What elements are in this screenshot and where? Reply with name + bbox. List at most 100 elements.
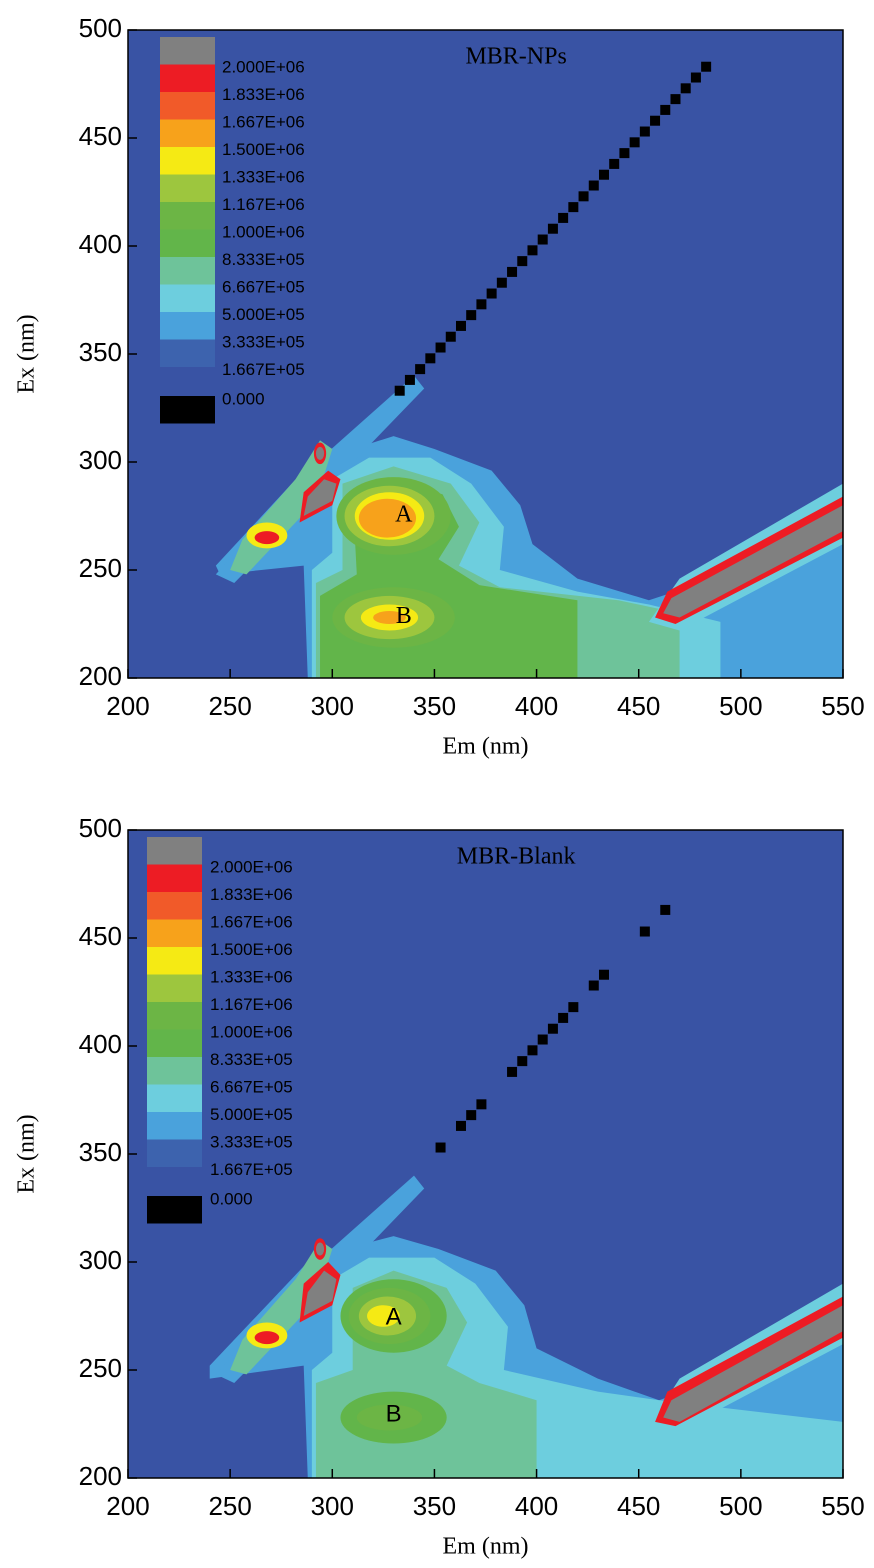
x-tick-label: 250 <box>208 1491 251 1521</box>
legend-swatch <box>160 284 215 312</box>
legend-swatch <box>160 92 215 120</box>
scatter-point <box>547 223 558 234</box>
panel-title: MBR-Blank <box>457 844 576 870</box>
legend-label: 1.000E+06 <box>222 222 305 241</box>
scatter-point <box>558 212 569 223</box>
legend-swatch <box>147 1112 202 1140</box>
scatter-point <box>517 1056 528 1067</box>
scatter-point <box>650 115 661 126</box>
scatter-point <box>680 83 691 94</box>
legend-label: 0.000 <box>210 1189 253 1208</box>
contour-region <box>254 1331 280 1345</box>
scatter-point <box>568 202 579 213</box>
x-tick-label: 500 <box>719 1491 762 1521</box>
legend-swatch <box>147 947 202 975</box>
legend-swatch <box>147 1002 202 1030</box>
scatter-point <box>455 1120 466 1131</box>
contour-region <box>315 1242 325 1256</box>
legend-label: 1.333E+06 <box>222 167 305 186</box>
legend-label: 8.333E+05 <box>222 250 305 269</box>
y-tick-label: 300 <box>79 445 122 475</box>
scatter-point <box>445 331 456 342</box>
peak-label: A <box>395 502 413 528</box>
legend-label: 2.000E+06 <box>222 57 305 76</box>
y-tick-label: 250 <box>79 1353 122 1383</box>
scatter-point <box>598 169 609 180</box>
legend-label: 1.500E+06 <box>210 940 293 959</box>
legend-label: 2.000E+06 <box>210 857 293 876</box>
x-tick-label: 450 <box>617 1491 660 1521</box>
legend-label: 5.000E+05 <box>210 1105 293 1124</box>
peak-label: A <box>386 1304 402 1331</box>
x-tick-label: 550 <box>821 1491 864 1521</box>
contour-region <box>663 505 843 618</box>
x-axis-label: Em (nm) <box>443 1534 529 1560</box>
scatter-point <box>415 364 426 375</box>
scatter-point <box>660 104 671 115</box>
scatter-point <box>435 1142 446 1153</box>
y-tick-label: 400 <box>79 229 122 259</box>
legend-label: 1.333E+06 <box>210 967 293 986</box>
contour-region <box>254 531 280 545</box>
scatter-point <box>517 256 528 267</box>
scatter-point <box>568 1002 579 1013</box>
legend-label: 1.833E+06 <box>222 85 305 104</box>
legend-swatch <box>147 919 202 947</box>
scatter-point <box>670 94 681 105</box>
scatter-point <box>507 1066 518 1077</box>
scatter-point <box>496 277 507 288</box>
y-tick-label: 250 <box>79 553 122 583</box>
scatter-point <box>466 310 477 321</box>
legend-swatch <box>160 147 215 175</box>
contour-region <box>303 1270 337 1316</box>
x-tick-label: 550 <box>821 691 864 721</box>
scatter-point <box>639 126 650 137</box>
y-tick-label: 400 <box>79 1029 122 1059</box>
contour-region <box>367 1305 400 1327</box>
scatter-point <box>476 299 487 310</box>
legend-swatch <box>160 37 215 65</box>
legend-swatch <box>160 64 215 92</box>
scatter-point <box>609 158 620 169</box>
legend-swatch <box>147 864 202 892</box>
legend-swatch <box>147 837 202 865</box>
scatter-point <box>619 148 630 159</box>
scatter-point <box>455 320 466 331</box>
x-tick-label: 200 <box>106 691 149 721</box>
scatter-point <box>690 72 701 83</box>
scatter-point <box>527 1045 538 1056</box>
legend-swatch <box>160 396 215 424</box>
legend-swatch <box>160 257 215 285</box>
scatter-point <box>466 1110 477 1121</box>
legend-swatch <box>160 339 215 367</box>
scatter-point <box>404 374 415 385</box>
legend-swatch <box>147 1057 202 1085</box>
scatter-point <box>701 61 712 72</box>
legend-label: 0.000 <box>222 389 265 408</box>
scatter-point <box>527 245 538 256</box>
x-tick-label: 400 <box>515 691 558 721</box>
legend-label: 1.167E+06 <box>222 195 305 214</box>
contour-region <box>358 498 417 538</box>
plot-area <box>128 30 843 678</box>
legend-swatch <box>147 1139 202 1167</box>
x-tick-label: 300 <box>311 691 354 721</box>
legend-label: 6.667E+05 <box>222 277 305 296</box>
x-tick-label: 400 <box>515 1491 558 1521</box>
legend-label: 1.500E+06 <box>222 140 305 159</box>
x-tick-label: 500 <box>719 691 762 721</box>
scatter-point <box>660 904 671 915</box>
scatter-point <box>558 1012 569 1023</box>
y-tick-label: 300 <box>79 1245 122 1275</box>
panel-title: MBR-NPs <box>465 44 566 70</box>
legend-swatch <box>160 202 215 230</box>
legend-label: 1.000E+06 <box>210 1022 293 1041</box>
contour-region <box>373 611 406 625</box>
legend-swatch <box>147 1084 202 1112</box>
y-tick-label: 500 <box>79 13 122 43</box>
legend-label: 1.167E+06 <box>210 995 293 1014</box>
scatter-point <box>578 191 589 202</box>
legend-swatch <box>160 174 215 202</box>
y-tick-label: 500 <box>79 813 122 843</box>
legend-swatch <box>160 119 215 147</box>
